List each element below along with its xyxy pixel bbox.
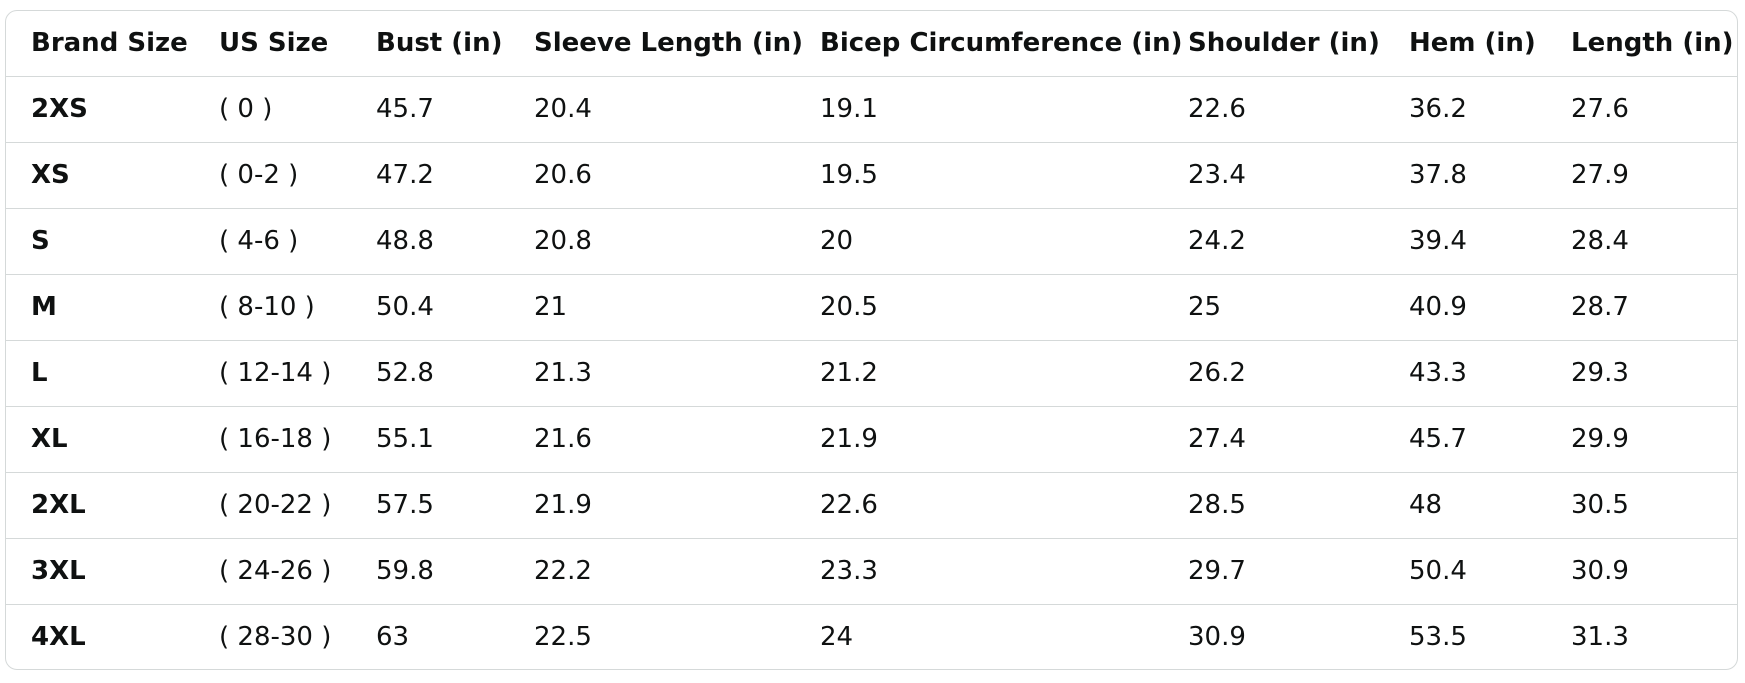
brand-size-cell: 3XL: [6, 537, 194, 604]
header-bicep-circumference: Bicep Circumference (in): [820, 28, 1183, 59]
hem-cell: 40.9: [1384, 273, 1546, 340]
header-sleeve-length: Sleeve Length (in): [534, 28, 804, 59]
header-bust: Bust (in): [376, 28, 503, 59]
brand-size-cell: 2XL: [6, 471, 194, 538]
us-size-cell: ( 8-10 ): [194, 273, 351, 340]
header-shoulder: Shoulder (in): [1188, 28, 1380, 59]
bicep-circumference-cell: 23.3: [795, 537, 1163, 604]
shoulder-cell: 27.4: [1163, 405, 1384, 472]
brand-size-cell: 2XS: [6, 75, 194, 142]
hem-cell: 45.7: [1384, 405, 1546, 472]
length-cell: 30.9: [1546, 537, 1737, 604]
table-row: XL ( 16-18 ) 55.1 21.6 21.9 27.4 45.7 29…: [6, 405, 1737, 472]
table-row: 4XL ( 28-30 ) 63 22.5 24 30.9 53.5 31.3: [6, 603, 1737, 669]
bust-cell: 57.5: [351, 471, 509, 538]
brand-size-cell: 4XL: [6, 603, 194, 669]
size-chart-table-container: Brand Size US Size Bust (in) Sleeve Leng…: [5, 10, 1738, 670]
bust-cell: 50.4: [351, 273, 509, 340]
us-size-cell: ( 20-22 ): [194, 471, 351, 538]
bicep-circumference-cell: 20.5: [795, 273, 1163, 340]
brand-size-cell: S: [6, 207, 194, 274]
table-row: M ( 8-10 ) 50.4 21 20.5 25 40.9 28.7: [6, 273, 1737, 340]
shoulder-cell: 26.2: [1163, 339, 1384, 406]
shoulder-cell: 23.4: [1163, 141, 1384, 208]
us-size-cell: ( 16-18 ): [194, 405, 351, 472]
header-us-size: US Size: [219, 28, 329, 59]
header-hem: Hem (in): [1409, 28, 1536, 59]
bicep-circumference-cell: 22.6: [795, 471, 1163, 538]
hem-cell: 48: [1384, 471, 1546, 538]
length-cell: 30.5: [1546, 471, 1737, 538]
us-size-cell: ( 24-26 ): [194, 537, 351, 604]
sleeve-length-cell: 21.3: [509, 339, 795, 406]
shoulder-cell: 29.7: [1163, 537, 1384, 604]
table-row: 2XL ( 20-22 ) 57.5 21.9 22.6 28.5 48 30.…: [6, 471, 1737, 538]
us-size-cell: ( 12-14 ): [194, 339, 351, 406]
length-cell: 28.7: [1546, 273, 1737, 340]
brand-size-cell: XL: [6, 405, 194, 472]
bust-cell: 63: [351, 603, 509, 669]
length-cell: 29.3: [1546, 339, 1737, 406]
table-body: 2XS ( 0 ) 45.7 20.4 19.1 22.6 36.2 27.6 …: [6, 75, 1737, 669]
us-size-cell: ( 28-30 ): [194, 603, 351, 669]
sleeve-length-cell: 21.9: [509, 471, 795, 538]
table-row: 3XL ( 24-26 ) 59.8 22.2 23.3 29.7 50.4 3…: [6, 537, 1737, 604]
table-row: XS ( 0-2 ) 47.2 20.6 19.5 23.4 37.8 27.9: [6, 141, 1737, 208]
size-chart-table: Brand Size US Size Bust (in) Sleeve Leng…: [6, 11, 1737, 669]
bicep-circumference-cell: 19.1: [795, 75, 1163, 142]
shoulder-cell: 25: [1163, 273, 1384, 340]
header-row: Brand Size US Size Bust (in) Sleeve Leng…: [6, 11, 1737, 76]
table-row: 2XS ( 0 ) 45.7 20.4 19.1 22.6 36.2 27.6: [6, 75, 1737, 142]
table-header: Brand Size US Size Bust (in) Sleeve Leng…: [6, 11, 1737, 76]
hem-cell: 43.3: [1384, 339, 1546, 406]
bicep-circumference-cell: 21.2: [795, 339, 1163, 406]
header-brand-size: Brand Size: [31, 28, 188, 59]
bicep-circumference-cell: 20: [795, 207, 1163, 274]
length-cell: 31.3: [1546, 603, 1737, 669]
sleeve-length-cell: 20.4: [509, 75, 795, 142]
hem-cell: 53.5: [1384, 603, 1546, 669]
sleeve-length-cell: 20.6: [509, 141, 795, 208]
hem-cell: 37.8: [1384, 141, 1546, 208]
hem-cell: 36.2: [1384, 75, 1546, 142]
bust-cell: 45.7: [351, 75, 509, 142]
table-row: L ( 12-14 ) 52.8 21.3 21.2 26.2 43.3 29.…: [6, 339, 1737, 406]
sleeve-length-cell: 20.8: [509, 207, 795, 274]
hem-cell: 39.4: [1384, 207, 1546, 274]
length-cell: 28.4: [1546, 207, 1737, 274]
us-size-cell: ( 0-2 ): [194, 141, 351, 208]
us-size-cell: ( 0 ): [194, 75, 351, 142]
brand-size-cell: M: [6, 273, 194, 340]
bicep-circumference-cell: 21.9: [795, 405, 1163, 472]
bust-cell: 59.8: [351, 537, 509, 604]
bicep-circumference-cell: 24: [795, 603, 1163, 669]
bust-cell: 55.1: [351, 405, 509, 472]
sleeve-length-cell: 22.2: [509, 537, 795, 604]
brand-size-cell: L: [6, 339, 194, 406]
length-cell: 27.9: [1546, 141, 1737, 208]
brand-size-cell: XS: [6, 141, 194, 208]
shoulder-cell: 28.5: [1163, 471, 1384, 538]
shoulder-cell: 30.9: [1163, 603, 1384, 669]
bust-cell: 48.8: [351, 207, 509, 274]
hem-cell: 50.4: [1384, 537, 1546, 604]
header-length: Length (in): [1571, 28, 1734, 59]
shoulder-cell: 24.2: [1163, 207, 1384, 274]
bust-cell: 52.8: [351, 339, 509, 406]
sleeve-length-cell: 22.5: [509, 603, 795, 669]
bicep-circumference-cell: 19.5: [795, 141, 1163, 208]
table-row: S ( 4-6 ) 48.8 20.8 20 24.2 39.4 28.4: [6, 207, 1737, 274]
us-size-cell: ( 4-6 ): [194, 207, 351, 274]
sleeve-length-cell: 21: [509, 273, 795, 340]
sleeve-length-cell: 21.6: [509, 405, 795, 472]
length-cell: 29.9: [1546, 405, 1737, 472]
length-cell: 27.6: [1546, 75, 1737, 142]
shoulder-cell: 22.6: [1163, 75, 1384, 142]
bust-cell: 47.2: [351, 141, 509, 208]
